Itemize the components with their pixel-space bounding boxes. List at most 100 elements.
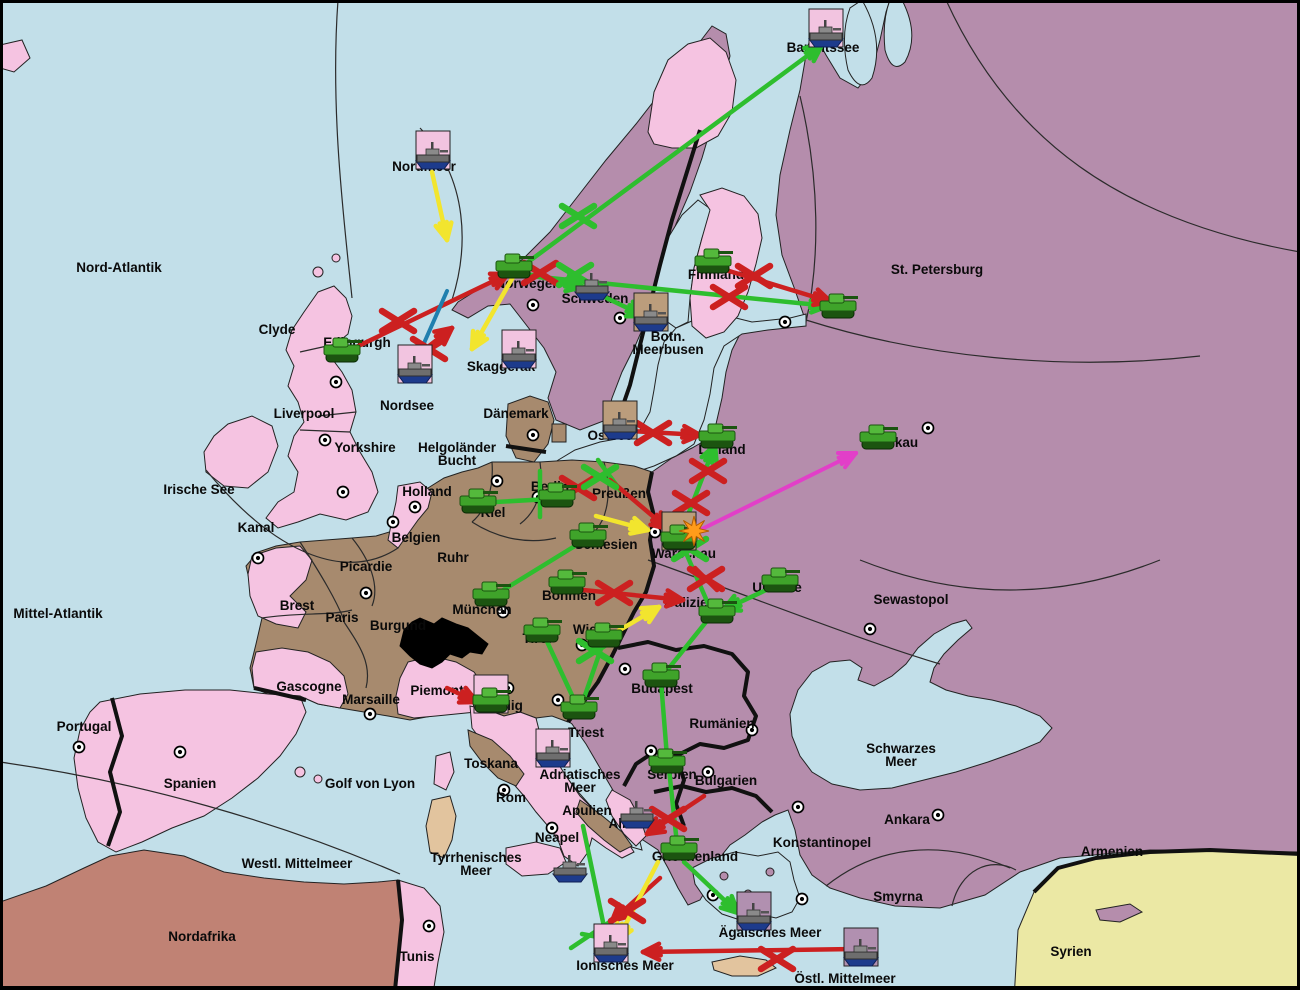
supply-center-icon [386,515,400,529]
province-label-liverpool: Liverpool [274,406,335,421]
unit-army-schlesien[interactable] [569,522,608,548]
supply-center-icon [791,800,805,814]
unit-army-griechenland[interactable] [660,835,699,861]
supply-centers [72,298,945,933]
unit-army-ukraine[interactable] [761,567,800,593]
province-label-spanien: Spanien [164,776,217,791]
unit-fleet-oestl-mittelmeer[interactable] [843,927,879,967]
province-label-belgien: Belgien [392,530,441,545]
unit-fleet-nordmeer[interactable] [415,130,451,170]
unit-army-finnland[interactable] [694,248,733,274]
failed-order-x-red [594,579,634,607]
supply-center-icon [173,745,187,759]
unit-army-kiel[interactable] [459,488,498,514]
unit-army-tirol[interactable] [523,617,562,643]
province-label-bulgarien: Bulgarien [695,773,757,788]
unit-army-venedig[interactable] [472,674,511,714]
landmass-ireland [203,415,279,489]
supply-center-icon [863,622,877,636]
order-arrow-yellow [469,274,516,352]
unit-army-st-petersburg[interactable] [819,293,858,319]
baltic-sea [554,313,807,477]
sea-label-nord-atlantik: Nord-Atlantik [76,260,162,275]
unit-fleet-neapel-coast[interactable] [552,855,588,883]
province-label-ruhr: Ruhr [437,550,469,565]
supply-center-icon [359,586,373,600]
unit-army-muenchen[interactable] [472,581,511,607]
province-label-holland: Holland [402,484,452,499]
unit-army-norwegen[interactable] [495,253,534,279]
white-sea-east [883,0,913,67]
supply-center-icon [618,662,632,676]
orkney-island [312,266,324,278]
order-arrow-green [666,766,680,847]
unit-fleet-barentssee[interactable] [808,8,844,48]
province-label-daenemark: Dänemark [483,406,549,421]
order-arrow-yellow [429,169,454,243]
unit-fleet-botn-meerbusen[interactable] [633,292,669,332]
failed-order-x-red [686,565,726,593]
order-arrow-green [541,632,580,709]
unit-fleet-adriatisches-meer[interactable] [535,728,571,768]
unit-fleet-albanien[interactable] [619,801,655,829]
province-label-gascogne: Gascogne [276,679,342,694]
region-apulien [575,799,633,853]
unit-army-berlin[interactable] [538,482,577,508]
unit-fleet-aegaeisches-meer[interactable] [736,891,772,931]
failed-order-x-red [648,805,688,833]
white-sea [844,0,878,86]
unit-fleet-schweden[interactable] [574,273,610,301]
supply-center-icon [745,723,759,737]
unit-army-budapest[interactable] [642,662,681,688]
unit-army-livland[interactable] [698,423,737,449]
supply-center-icon [526,298,540,312]
supply-center-icon [408,500,422,514]
sea-label-kanal: Kanal [238,520,275,535]
sea-label-schwarzes-meer: Schwarzes Meer [866,741,936,769]
unit-army-boehmen[interactable] [548,569,587,595]
order-arrow-yellow [593,513,651,536]
province-label-clyde: Clyde [259,322,296,337]
supply-center-icon [251,551,265,565]
region-toskana [467,729,525,787]
unit-army-moskau[interactable] [859,424,898,450]
unit-fleet-ostsee[interactable] [602,400,638,440]
danish-island [551,423,567,443]
order-arrow-green [489,538,586,600]
province-label-konstantinopel: Konstantinopel [773,835,871,850]
order-arrow-red [640,941,858,963]
unit-army-galizien[interactable] [698,598,737,624]
failed-order-x-red [633,419,673,447]
failed-order-x-green [580,463,620,491]
failed-order-x-red [688,457,728,485]
island-balearic [294,766,306,778]
units [323,8,898,967]
failed-order-x-red [378,307,418,335]
failed-order-x-green [558,202,598,230]
province-label-rom: Rom [496,790,526,805]
order-arrow-magenta [698,450,858,532]
unit-army-triest[interactable] [560,694,599,720]
province-label-yorkshire: Yorkshire [334,440,396,455]
region-syrien [1013,849,1300,1000]
bottom-strip [0,990,1300,1000]
sea-label-irische-see: Irische See [163,482,235,497]
unit-army-edinburgh[interactable] [323,337,362,363]
unit-army-serbien[interactable] [648,748,687,774]
island-balearic [313,774,323,784]
province-label-picardie: Picardie [340,559,393,574]
unit-fleet-nordsee[interactable] [397,344,433,384]
order-arrow-red [570,586,686,609]
unit-fleet-ionisches-meer[interactable] [593,923,629,963]
unit-fleet-skagerrak[interactable] [501,329,537,369]
unit-army-wien[interactable] [585,622,624,648]
failed-order-x-red [709,283,749,311]
region-brest [247,545,313,629]
province-label-toskana: Toskana [464,756,518,771]
province-label-sewastopol: Sewastopol [873,592,948,607]
province-label-portugal: Portugal [57,719,112,734]
province-label-brest: Brest [280,598,315,613]
sea-label-westl-mittelmeer: Westl. Mittelmeer [242,856,354,871]
